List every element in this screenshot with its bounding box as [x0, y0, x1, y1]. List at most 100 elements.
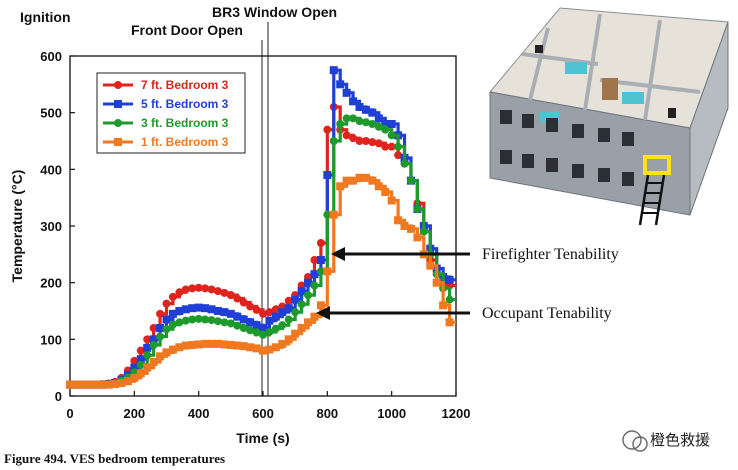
data-point	[259, 309, 267, 318]
x-tick-label: 600	[252, 406, 274, 421]
house-illustration	[468, 0, 738, 226]
data-point	[374, 182, 383, 191]
data-point	[207, 339, 216, 348]
legend: 7 ft. Bedroom 3 5 ft. Bedroom 3 3 ft. Bedr…	[96, 72, 246, 154]
data-point	[233, 312, 242, 321]
data-point	[323, 125, 332, 134]
data-point	[220, 288, 229, 297]
data-point	[136, 355, 145, 364]
data-point	[368, 108, 377, 117]
data-point	[291, 329, 300, 338]
data-point	[355, 173, 364, 182]
data-point	[226, 319, 235, 328]
y-tick-label: 600	[40, 49, 62, 64]
data-point	[111, 380, 120, 389]
data-point	[284, 335, 293, 344]
data-point	[143, 363, 152, 372]
data-point	[316, 301, 325, 310]
legend-label: 1 ft. Bedroom 3	[141, 135, 229, 149]
legend-label: 7 ft. Bedroom 3	[141, 78, 229, 92]
data-point	[233, 321, 242, 330]
data-point	[323, 267, 332, 276]
data-point	[136, 360, 145, 369]
data-point	[291, 308, 300, 317]
data-point	[316, 256, 325, 264]
data-point	[213, 307, 222, 315]
data-point	[220, 340, 229, 349]
firefighter-tenability-annotation: Firefighter Tenability	[331, 246, 619, 263]
front-door-open-label: Front Door Open	[131, 22, 243, 38]
data-point	[156, 309, 165, 318]
data-point	[426, 261, 435, 270]
data-point	[252, 328, 261, 337]
table-brown	[602, 78, 618, 100]
data-point	[220, 308, 229, 317]
data-point	[123, 377, 132, 386]
data-point	[226, 291, 235, 300]
x-tick-label: 800	[316, 406, 338, 421]
data-point	[413, 205, 422, 213]
data-point	[271, 324, 280, 333]
data-point	[342, 114, 351, 123]
bed-cyan	[540, 112, 560, 122]
bedroom3-window-highlight	[643, 155, 671, 175]
data-point	[201, 315, 210, 324]
data-point	[207, 316, 216, 325]
data-point	[381, 142, 390, 151]
house-window	[572, 124, 584, 138]
house-window	[500, 150, 512, 164]
data-point	[201, 304, 210, 313]
data-point	[355, 117, 364, 126]
data-point	[143, 343, 152, 352]
data-point	[284, 315, 293, 324]
data-point	[181, 305, 190, 314]
data-point	[136, 346, 145, 355]
data-point	[130, 356, 139, 365]
data-point	[201, 284, 210, 293]
data-point	[419, 227, 428, 236]
house-window	[572, 164, 584, 178]
data-point	[265, 327, 274, 336]
occupant-tenability-label: Occupant Tenability	[482, 305, 612, 322]
data-point	[342, 131, 351, 140]
house-window	[622, 172, 634, 186]
data-point	[130, 363, 139, 372]
data-point	[259, 324, 267, 332]
house-side-wall	[689, 21, 729, 216]
data-point	[117, 378, 126, 387]
y-tick-label: 200	[40, 276, 62, 291]
data-point	[98, 380, 107, 389]
data-point	[213, 339, 222, 348]
data-point	[342, 176, 351, 185]
x-axis-title: Time (s)	[236, 430, 289, 446]
data-point	[342, 88, 351, 97]
data-point	[271, 343, 280, 352]
data-point	[387, 131, 396, 140]
data-point	[304, 291, 313, 300]
y-tick-label: 0	[55, 389, 62, 404]
y-axis-title: Temperature (°C)	[9, 170, 25, 283]
legend-label: 5 ft. Bedroom 3	[141, 97, 229, 111]
y-tick-label: 500	[40, 106, 62, 121]
data-point	[91, 380, 100, 389]
data-point	[336, 182, 345, 191]
data-point	[310, 270, 319, 279]
data-point	[252, 344, 261, 353]
data-point	[284, 296, 293, 305]
data-point	[445, 275, 454, 284]
data-point	[85, 380, 94, 389]
data-point	[233, 294, 242, 303]
data-point	[194, 314, 203, 323]
data-point	[413, 233, 422, 242]
data-point	[349, 176, 358, 185]
data-point	[329, 210, 338, 219]
data-point	[336, 120, 345, 128]
data-point	[175, 343, 184, 352]
data-point	[400, 159, 409, 168]
legend-label: 3 ft. Bedroom 3	[141, 116, 229, 130]
data-point	[213, 287, 222, 296]
data-point	[316, 239, 325, 247]
data-point	[310, 312, 319, 321]
series-group	[66, 66, 456, 389]
data-point	[104, 380, 113, 389]
